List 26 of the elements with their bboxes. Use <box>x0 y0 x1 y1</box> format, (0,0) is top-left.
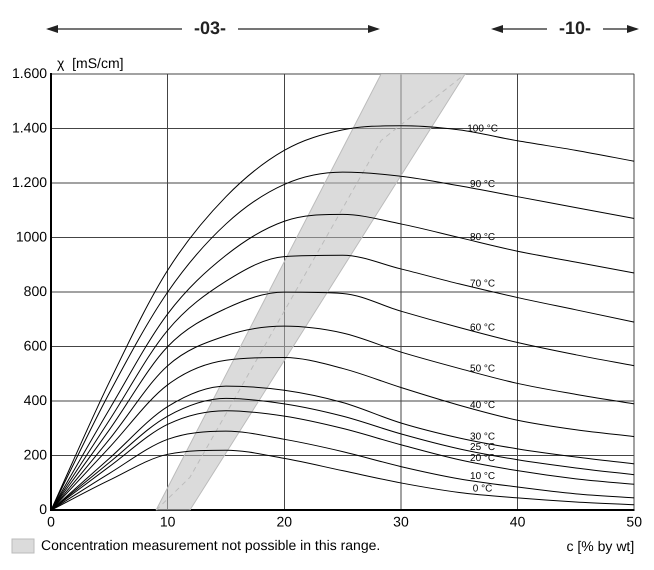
x-axis-title: c [% by wt] <box>566 538 634 554</box>
text: -03- <box>193 18 228 39</box>
text: -10- <box>558 18 592 39</box>
series-label: 40 °C <box>470 400 496 412</box>
series-label: 50 °C <box>470 363 496 374</box>
series-label: 70 °C <box>470 278 496 290</box>
y-tick-label: 1000 <box>16 228 48 244</box>
y-tick-label: 1.600 <box>12 64 48 81</box>
x-tick-label: 50 <box>626 513 642 530</box>
y-tick-label: 0 <box>39 501 48 518</box>
legend-label: Concentration measurement not possible in this range. <box>41 536 380 553</box>
series-label: 10 °C <box>470 471 496 482</box>
x-tick-label: 20 <box>276 513 292 530</box>
series-label: 0 °C <box>472 484 492 495</box>
y-tick-label: 200 <box>24 446 48 463</box>
y-tick-label: 1.400 <box>12 119 48 136</box>
x-tick-label: 10 <box>160 513 176 530</box>
y-tick-label: 800 <box>24 282 48 299</box>
y-tick-label: 400 <box>24 392 48 408</box>
x-tick-label: 40 <box>510 513 526 530</box>
y-tick-label: 600 <box>24 337 48 354</box>
series-label: 30 °C <box>470 431 496 442</box>
x-tick-label: 30 <box>393 513 409 530</box>
y-axis-title: χ [mS/cm] <box>57 54 124 71</box>
series-label: 60 °C <box>470 322 496 334</box>
y-tick-label: 1.200 <box>12 174 48 190</box>
